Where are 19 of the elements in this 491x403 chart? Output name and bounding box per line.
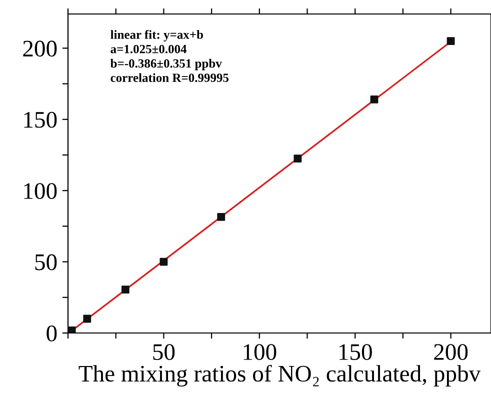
point bbox=[294, 154, 302, 162]
x-tick-label: 200 bbox=[434, 344, 468, 360]
annotation: linear fit: y=ax+b a=1.025±0.004 b=-0.386±0.351 ppbv correlation R=0.99995 bbox=[110, 30, 229, 82]
point bbox=[83, 314, 92, 323]
y-tick-label: 150 bbox=[24, 112, 57, 128]
x-tick-label: 150 bbox=[339, 344, 372, 360]
point bbox=[217, 212, 226, 221]
point bbox=[446, 37, 455, 46]
point bbox=[370, 95, 378, 104]
x-axis-title: The mixing ratios of NO₂ calculated, ppbv bbox=[78, 364, 481, 387]
x-tick-label: 50 bbox=[153, 344, 175, 360]
point bbox=[160, 258, 168, 266]
y-tick-label: 200 bbox=[23, 40, 57, 57]
y-tick-label: 50 bbox=[35, 254, 57, 270]
point bbox=[121, 286, 130, 294]
point bbox=[68, 326, 76, 333]
y-tick-label: 0 bbox=[46, 325, 57, 342]
y-tick-label: 100 bbox=[24, 183, 57, 200]
x-tick-label: 100 bbox=[244, 344, 276, 360]
